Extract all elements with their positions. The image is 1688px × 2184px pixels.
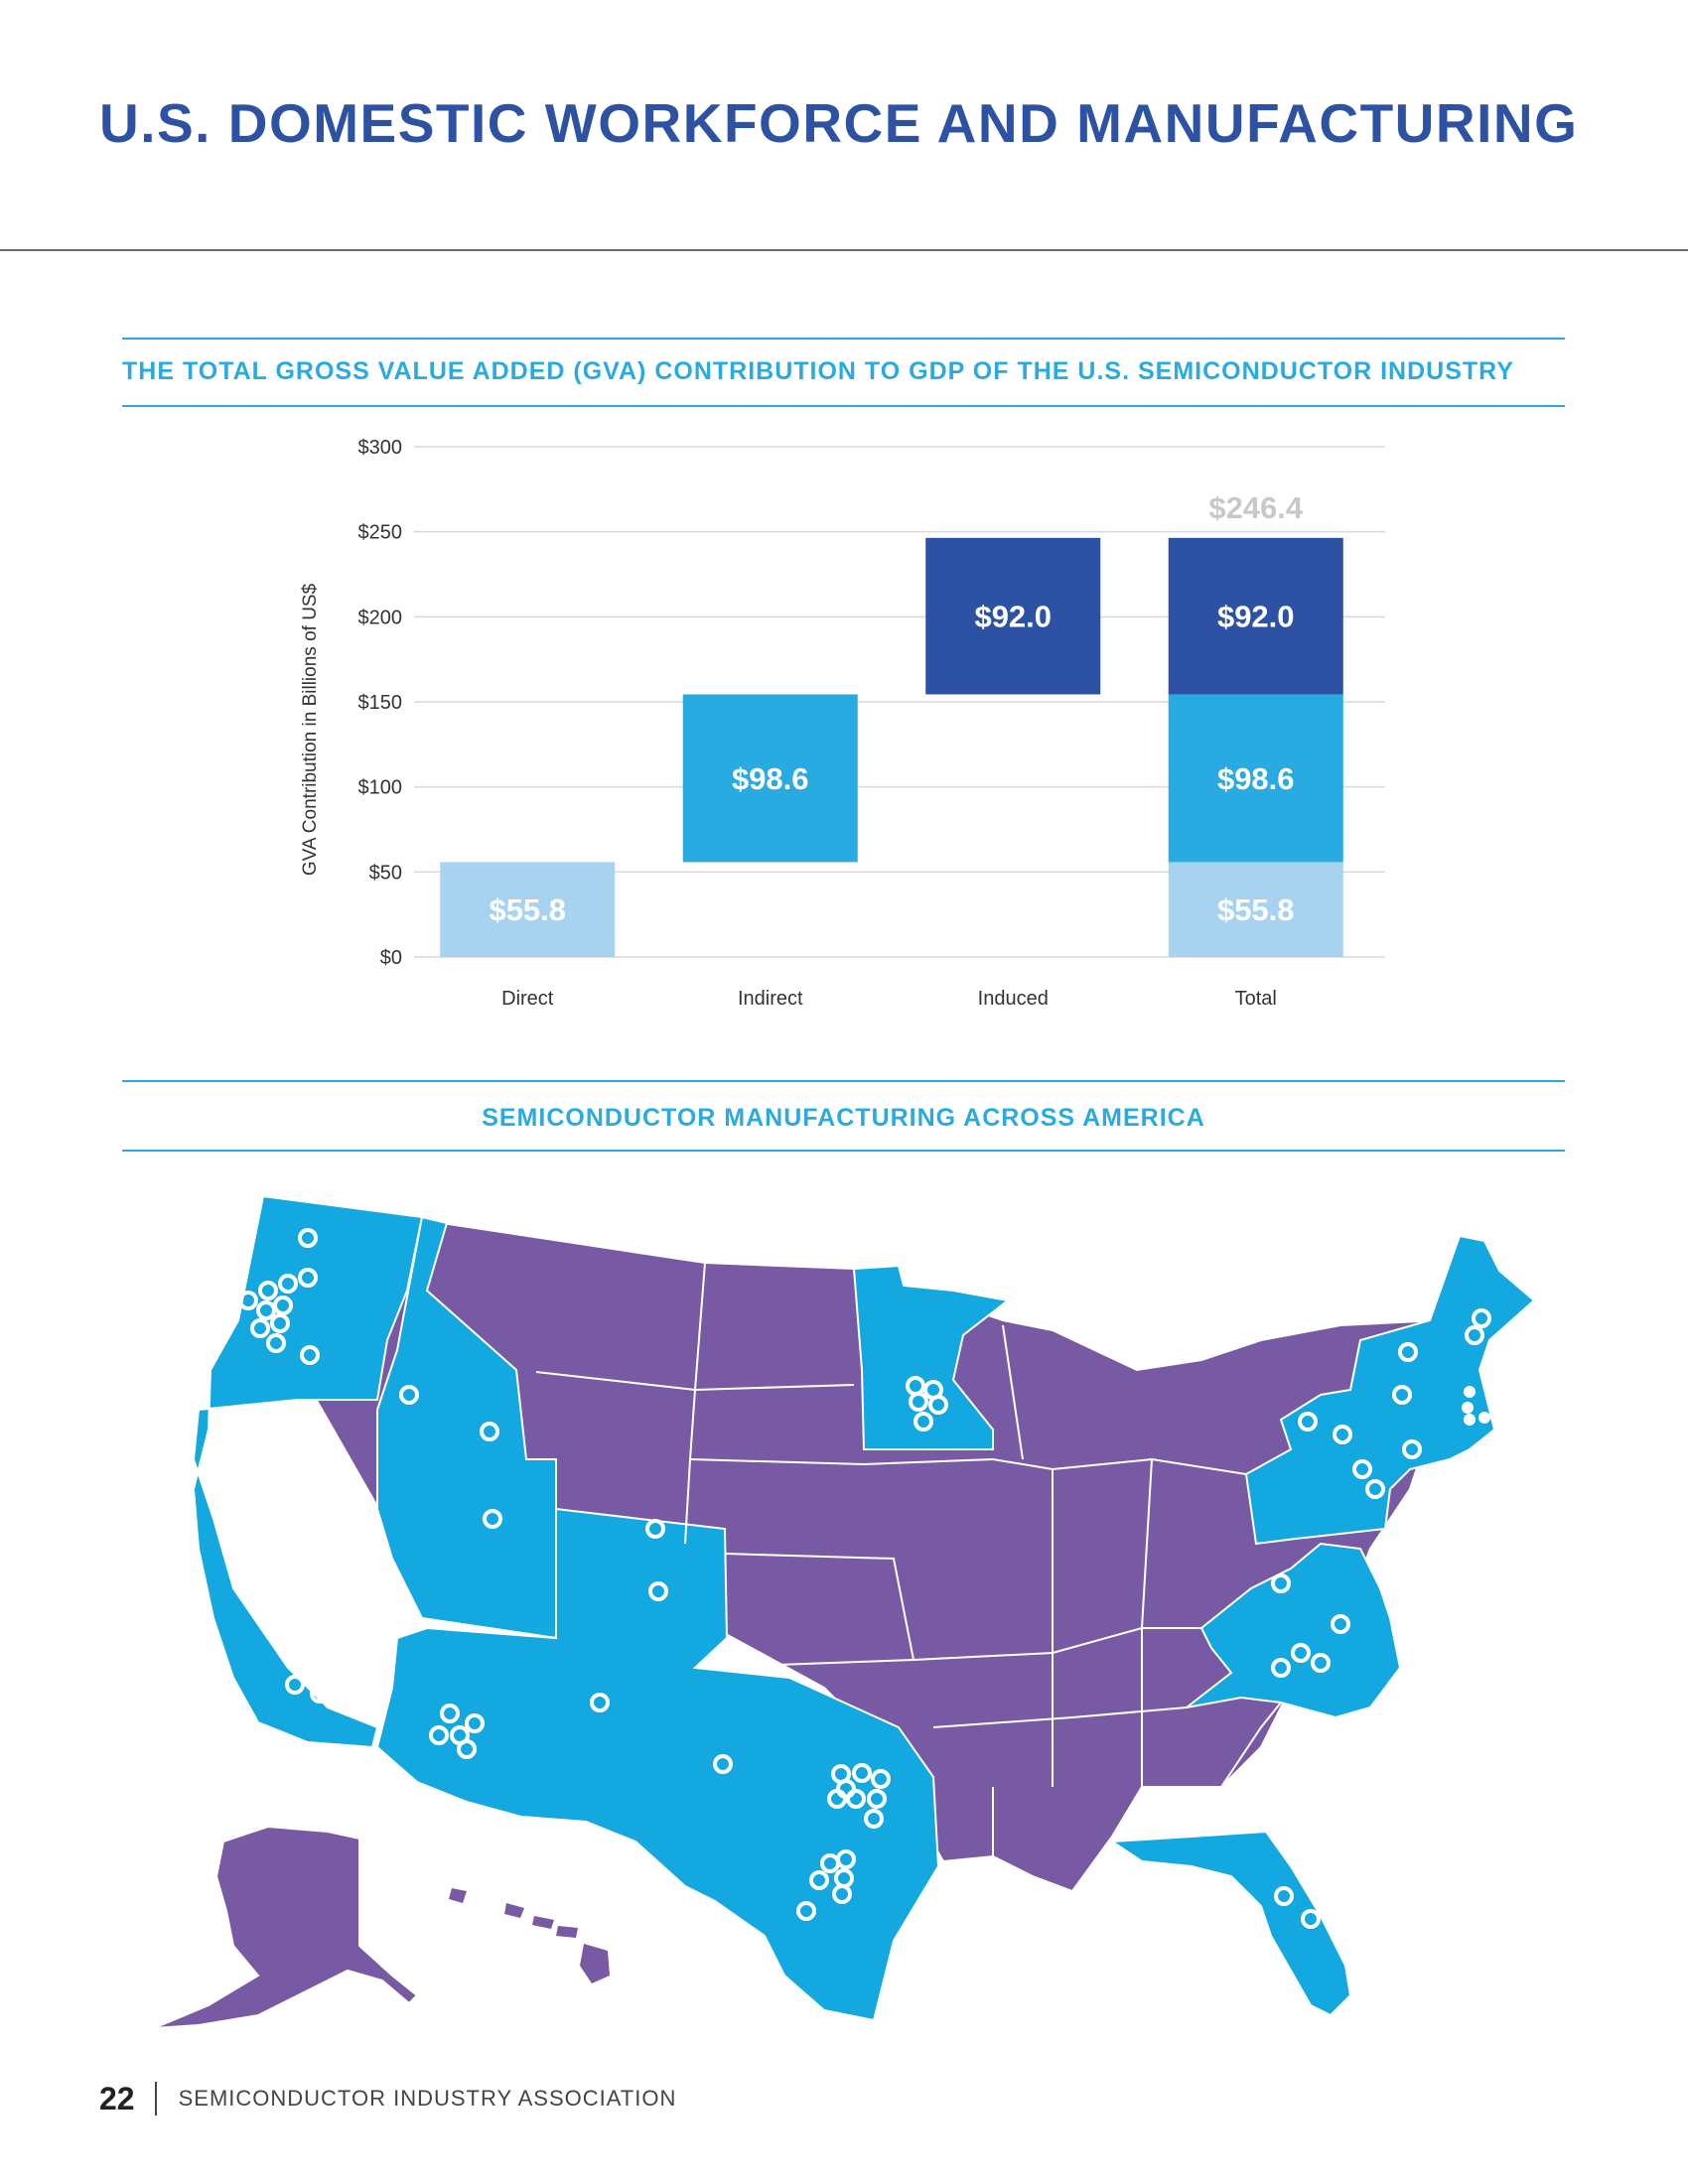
- bar-indirect-indirect: [682, 694, 858, 863]
- x-tick-label: Total: [1235, 988, 1277, 1010]
- bar-direct-total: [1168, 862, 1343, 957]
- map-purple-hawaii: [449, 1888, 610, 1983]
- bar-value-label: $98.6: [1217, 761, 1295, 796]
- y-tick-label: $50: [369, 862, 402, 884]
- map-southwest-blue: [375, 1507, 940, 2022]
- map-west-coast-blue: [192, 1194, 424, 1749]
- bar-direct-direct: [440, 862, 616, 957]
- map-facility-markers-filled: [1462, 1386, 1490, 1426]
- map-northeast-blue: [1244, 1234, 1536, 1546]
- bar-value-label: $98.6: [732, 761, 809, 796]
- map-purple-alaska: [153, 1825, 419, 2029]
- bar-indirect-total: [1168, 694, 1343, 863]
- x-axis-ticks: Direct Indirect Induced Total: [501, 988, 1277, 1010]
- bar-induced-induced: [925, 537, 1101, 695]
- footer-organization: SEMICONDUCTOR INDUSTRY ASSOCIATION: [178, 2086, 677, 2111]
- map-idaho-utah-blue: [376, 1215, 557, 1640]
- footer: 22 SEMICONDUCTOR INDUSTRY ASSOCIATION: [99, 2079, 676, 2118]
- bar-value-label: $55.8: [1217, 892, 1295, 927]
- map-facility-markers: [226, 1228, 1491, 1929]
- y-axis-label: GVA Contribution in Billions of US$: [300, 583, 321, 876]
- footer-separator: [154, 2082, 157, 2116]
- y-tick-label: $150: [358, 692, 403, 714]
- title-divider: [0, 249, 1688, 251]
- y-tick-label: $300: [358, 437, 403, 459]
- bar-value-label: $92.0: [974, 600, 1052, 634]
- y-tick-label: $0: [380, 947, 402, 969]
- bar-value-label: $92.0: [1217, 600, 1295, 634]
- y-axis-ticks: $0 $50 $100 $150 $200 $250 $300: [358, 437, 403, 969]
- bars: $55.8 $98.6 $92.0 $55.8 $98.6 $92.0 $246.4: [440, 490, 1343, 957]
- page-title: U.S. DOMESTIC WORKFORCE AND MANUFACTURIN…: [99, 92, 1579, 154]
- gva-bar-chart: $0 $50 $100 $150 $200 $250 $300 GVA Contributi…: [300, 437, 1385, 1010]
- total-value-label: $246.4: [1208, 490, 1304, 525]
- chart-title: THE TOTAL GROSS VALUE ADDED (GVA) CONTRI…: [122, 357, 1514, 385]
- map-title: SEMICONDUCTOR MANUFACTURING ACROSS AMERI…: [482, 1104, 1205, 1132]
- map-title-rule-top: [122, 1080, 1565, 1082]
- map-minnesota-blue: [852, 1264, 1011, 1450]
- map-florida-blue: [1108, 1830, 1352, 2017]
- map-state-borders: [535, 1262, 1282, 1856]
- us-manufacturing-map: [153, 1194, 1536, 2029]
- bar-induced-total: [1168, 537, 1343, 695]
- bar-value-label: $55.8: [489, 892, 566, 927]
- x-tick-label: Indirect: [738, 988, 803, 1010]
- map-virginia-nc-blue: [1186, 1542, 1402, 1719]
- chart-title-rule-top: [122, 338, 1565, 340]
- page-number: 22: [99, 2080, 135, 2116]
- chart-title-rule-bottom: [122, 405, 1565, 407]
- map-title-rule-bottom: [122, 1150, 1565, 1152]
- y-tick-label: $200: [358, 607, 403, 628]
- y-tick-label: $250: [358, 522, 403, 544]
- x-tick-label: Direct: [501, 988, 554, 1010]
- y-tick-label: $100: [358, 777, 403, 799]
- x-tick-label: Induced: [978, 988, 1049, 1010]
